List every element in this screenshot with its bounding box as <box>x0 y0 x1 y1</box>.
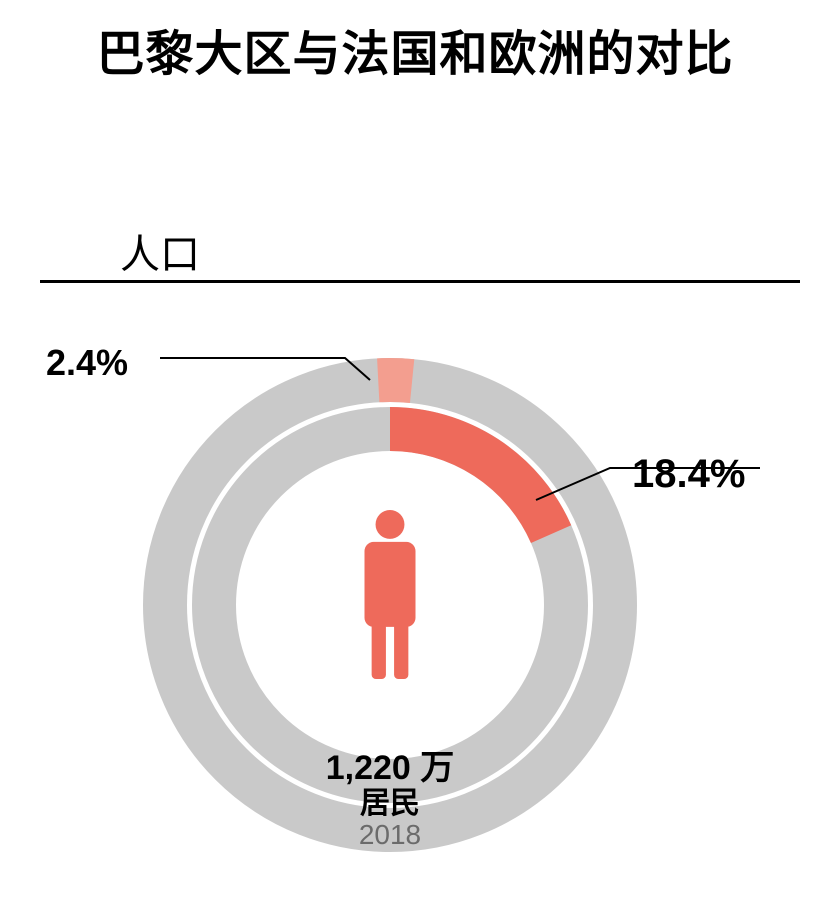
center-year: 2018 <box>260 820 520 851</box>
person-icon <box>365 510 416 679</box>
outer-ring-arc <box>378 380 412 381</box>
center-unit: 居民 <box>260 787 520 820</box>
center-stat-block: 1,220 万 居民 2018 <box>260 750 520 851</box>
center-value: 1,220 万 <box>260 750 520 787</box>
